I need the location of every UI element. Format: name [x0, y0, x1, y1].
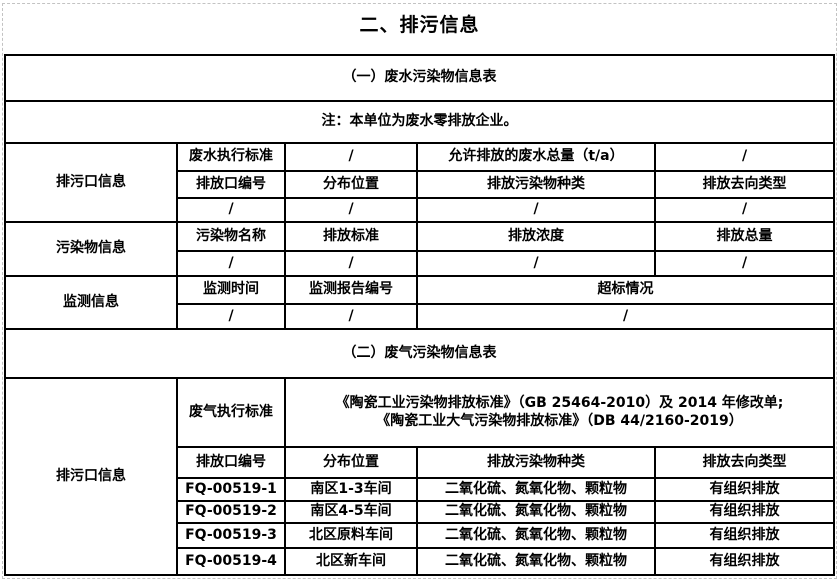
table-row: FQ-00519-3 北区原料车间 二氧化硫、氮氧化物、颗粒物 有组织排放 — [5, 522, 835, 549]
outlet-pollutants: 二氧化硫、氮氧化物、颗粒物 — [416, 522, 656, 549]
emission-total-value: / — [654, 250, 835, 277]
table-row: FQ-00519-2 南区4-5车间 二氧化硫、氮氧化物、颗粒物 有组织排放 — [5, 500, 835, 524]
table-row: FQ-00519-4 北区新车间 二氧化硫、氮氧化物、颗粒物 有组织排放 — [5, 547, 835, 576]
section-title-wastewater: （一）废水污染物信息表 — [4, 54, 835, 102]
outlet-id: FQ-00519-3 — [176, 522, 286, 549]
rowgroup-label-outlet-info: 排污口信息 — [4, 142, 178, 223]
outlet-pollutants: 二氧化硫、氮氧化物、颗粒物 — [416, 477, 656, 502]
outlet-id: FQ-00519-2 — [176, 500, 286, 524]
col-header-location: 分布位置 — [284, 170, 418, 199]
col-header-pollutant-types: 排放污染物种类 — [416, 446, 656, 479]
table-row: / / / / — [5, 197, 835, 223]
allowed-total-label: 允许排放的废水总量（t/a） — [416, 142, 656, 172]
col-header-emission-concentration: 排放浓度 — [416, 221, 656, 252]
rowgroup-label-exhaust-outlet-info: 排污口信息 — [4, 377, 178, 576]
rowgroup-label-pollutant-info: 污染物信息 — [4, 221, 178, 277]
table-row: 排放口编号 分布位置 排放污染物种类 排放去向类型 — [5, 170, 835, 199]
col-header-pollutant-types: 排放污染物种类 — [416, 170, 656, 199]
outlet-id: FQ-00519-1 — [176, 477, 286, 502]
exhaust-standard-label: 废气执行标准 — [176, 377, 286, 448]
pollutant-name-value: / — [176, 250, 286, 277]
section-title-exhaust: （二）废气污染物信息表 — [4, 328, 835, 379]
exceedance-value: / — [416, 303, 835, 330]
exhaust-standard-line2: 《陶瓷工业大气污染物排放标准》（DB 44/2160-2019） — [376, 412, 743, 429]
discharge-type-value: / — [654, 197, 835, 223]
pollution-info-table: （一）废水污染物信息表 注：本单位为废水零排放企业。 排污口信息 废水执行标准 … — [4, 54, 835, 576]
outlet-discharge-type: 有组织排放 — [654, 522, 835, 549]
monitoring-report-id-value: / — [284, 303, 418, 330]
table-row: 监测信息 监测时间 监测报告编号 超标情况 — [4, 275, 835, 330]
allowed-total-value: / — [654, 142, 835, 172]
exhaust-standard-value: 《陶瓷工业污染物排放标准》（GB 25464-2010）及 2014 年修改单;… — [284, 377, 835, 448]
table-row: （二）废气污染物信息表 — [4, 328, 835, 379]
table-row: FQ-00519-1 南区1-3车间 二氧化硫、氮氧化物、颗粒物 有组织排放 — [5, 477, 835, 502]
wastewater-standard-value: / — [284, 142, 418, 172]
table-row: / / / / — [5, 250, 835, 277]
outlet-location: 南区1-3车间 — [284, 477, 418, 502]
document-page: 二、排污信息 （一）废水污染物信息表 注：本单位为废水零排放企业。 排污口信息 … — [2, 3, 837, 579]
table-row: （一）废水污染物信息表 — [4, 54, 835, 102]
table-row: 污染物信息 污染物名称 排放标准 排放浓度 排放总量 — [4, 221, 835, 277]
outlet-id-value: / — [176, 197, 286, 223]
wastewater-standard-label: 废水执行标准 — [176, 142, 286, 172]
col-header-emission-total: 排放总量 — [654, 221, 835, 252]
exhaust-standard-line1: 《陶瓷工业污染物排放标准》（GB 25464-2010）及 2014 年修改单; — [335, 395, 784, 411]
col-header-outlet-id: 排放口编号 — [176, 446, 286, 479]
page-title: 二、排污信息 — [359, 14, 480, 36]
emission-concentration-value: / — [416, 250, 656, 277]
outlet-location: 北区原料车间 — [284, 522, 418, 549]
col-header-monitoring-report-id: 监测报告编号 — [284, 275, 418, 305]
col-header-pollutant-name: 污染物名称 — [176, 221, 286, 252]
col-header-location: 分布位置 — [284, 446, 418, 479]
col-header-discharge-type: 排放去向类型 — [654, 446, 835, 479]
col-header-discharge-type: 排放去向类型 — [654, 170, 835, 199]
table-row: 排污口信息 废气执行标准 《陶瓷工业污染物排放标准》（GB 25464-2010… — [4, 377, 835, 576]
monitoring-time-value: / — [176, 303, 286, 330]
col-header-monitoring-time: 监测时间 — [176, 275, 286, 305]
outlet-location: 北区新车间 — [284, 547, 418, 576]
outlet-id: FQ-00519-4 — [176, 547, 286, 576]
outlet-location: 南区4-5车间 — [284, 500, 418, 524]
outlet-pollutants: 二氧化硫、氮氧化物、颗粒物 — [416, 500, 656, 524]
outlet-discharge-type: 有组织排放 — [654, 477, 835, 502]
emission-standard-value: / — [284, 250, 418, 277]
table-row: 注：本单位为废水零排放企业。 — [4, 100, 835, 144]
pollutant-types-value: / — [416, 197, 656, 223]
table-row: / / / — [5, 303, 835, 330]
col-header-exceedance: 超标情况 — [416, 275, 835, 305]
wastewater-note: 注：本单位为废水零排放企业。 — [4, 100, 835, 144]
outlet-pollutants: 二氧化硫、氮氧化物、颗粒物 — [416, 547, 656, 576]
rowgroup-label-monitoring-info: 监测信息 — [4, 275, 178, 330]
location-value: / — [284, 197, 418, 223]
outlet-discharge-type: 有组织排放 — [654, 500, 835, 524]
col-header-outlet-id: 排放口编号 — [176, 170, 286, 199]
col-header-emission-standard: 排放标准 — [284, 221, 418, 252]
table-row: 排污口信息 废水执行标准 / 允许排放的废水总量（t/a） / — [4, 142, 835, 223]
table-row: 排放口编号 分布位置 排放污染物种类 排放去向类型 — [5, 446, 835, 479]
outlet-discharge-type: 有组织排放 — [654, 547, 835, 576]
